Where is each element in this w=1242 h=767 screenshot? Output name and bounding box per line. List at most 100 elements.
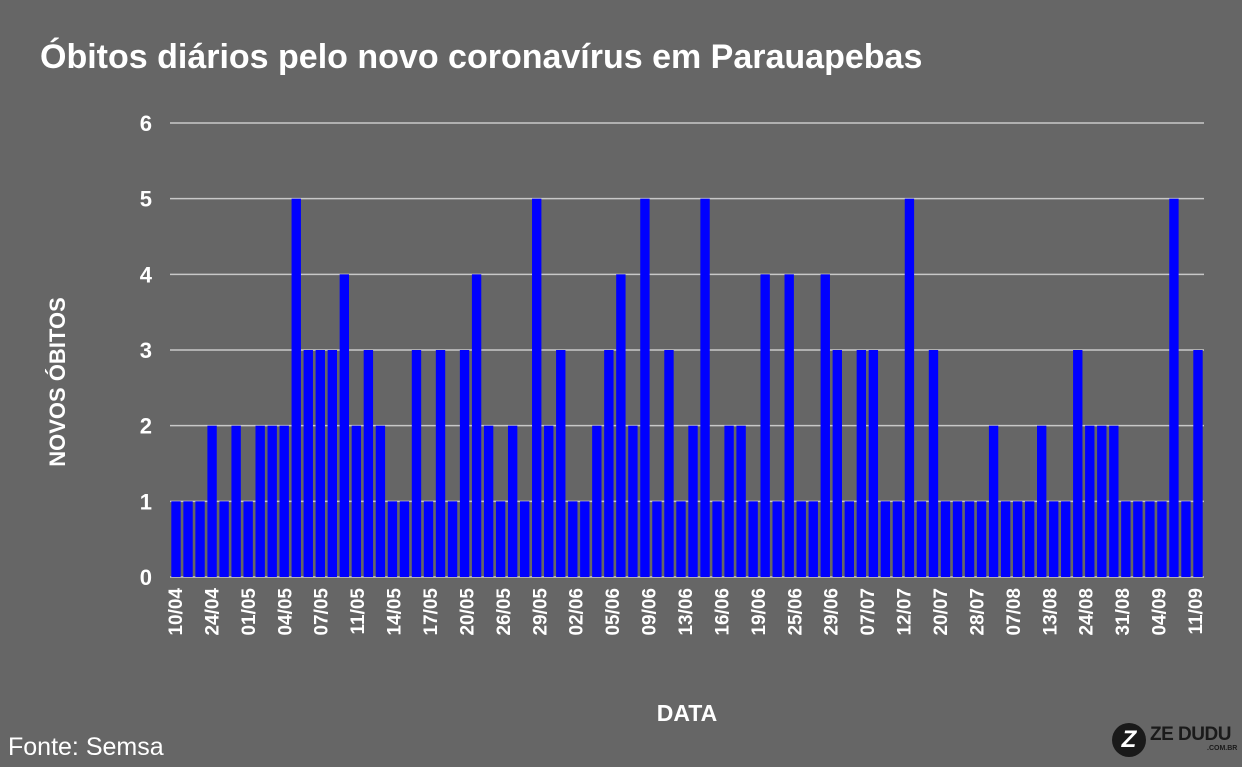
bar (219, 501, 229, 577)
x-tick-label: 16/06 (712, 588, 733, 636)
bar (604, 350, 614, 577)
x-tick-label: 17/05 (421, 588, 442, 636)
x-tick-label: 24/08 (1077, 588, 1098, 636)
y-tick-label: 0 (140, 565, 152, 590)
bar (808, 501, 818, 577)
bar (796, 501, 806, 577)
x-axis-ticks: 10/04 24/04 01/05 04/05 07/05 11/05 14/05 17/05… (166, 588, 1207, 636)
bar (1061, 501, 1071, 577)
x-tick-label: 25/06 (785, 588, 806, 636)
bar (820, 274, 830, 577)
bar (928, 350, 939, 577)
x-tick-label: 14/05 (385, 588, 406, 636)
bar (1133, 501, 1143, 577)
y-tick-label: 1 (140, 489, 152, 514)
bar (495, 501, 506, 577)
y-tick-label: 4 (140, 262, 153, 287)
bar (784, 274, 794, 577)
bar (688, 425, 698, 577)
bar (435, 350, 446, 577)
bar (880, 501, 891, 577)
bar (1121, 501, 1131, 577)
bar (592, 425, 602, 577)
bar (736, 425, 746, 577)
bar (195, 501, 205, 577)
x-tick-label: 24/04 (202, 588, 223, 636)
bar (1169, 198, 1179, 578)
bar (904, 198, 915, 578)
bar (868, 350, 879, 577)
gridlines (170, 122, 1204, 578)
bar (1049, 501, 1059, 577)
z-icon (1112, 723, 1146, 757)
bar (327, 350, 337, 577)
x-tick-label: 20/05 (457, 588, 478, 636)
bar (568, 501, 578, 577)
y-axis-label: NOVOS ÓBITOS (45, 297, 70, 467)
bar (243, 501, 253, 577)
bar (724, 425, 734, 577)
logo: Z ZE DUDU .COM.BR (1112, 722, 1242, 760)
x-tick-label: 07/08 (1004, 588, 1025, 636)
y-axis-ticks: 0 1 2 3 4 5 6 (140, 111, 153, 590)
bar (447, 501, 458, 577)
bar (988, 425, 999, 577)
bar (351, 425, 362, 577)
bar (856, 350, 867, 577)
bar (423, 501, 434, 577)
bar (832, 350, 842, 577)
bar (411, 350, 422, 577)
x-tick-label: 11/09 (1186, 588, 1207, 635)
bar (363, 350, 374, 577)
bar (556, 350, 566, 577)
x-tick-label: 19/06 (749, 588, 770, 636)
bar (1145, 501, 1155, 577)
bar (171, 501, 181, 577)
bar (520, 501, 530, 577)
bar (844, 501, 854, 577)
bar (1157, 501, 1167, 577)
bar (507, 425, 518, 577)
bar (183, 501, 193, 577)
bar (267, 425, 277, 577)
y-tick-label: 5 (140, 187, 152, 212)
x-tick-label: 04/09 (1150, 588, 1171, 636)
x-tick-label: 11/05 (348, 588, 369, 635)
bar (471, 274, 482, 577)
bar (315, 350, 325, 577)
chart-title: Óbitos diários pelo novo coronavírus em … (40, 38, 923, 76)
bar (940, 501, 951, 577)
source-note: Fonte: Semsa (8, 733, 164, 761)
bar (1109, 425, 1119, 577)
bars (171, 198, 1203, 578)
bar (483, 425, 494, 577)
x-tick-label: 29/05 (530, 588, 551, 636)
y-tick-label: 6 (140, 111, 152, 136)
x-tick-label: 13/06 (676, 588, 697, 636)
bar (640, 198, 650, 578)
bar (231, 425, 241, 577)
x-tick-label: 28/07 (967, 588, 988, 636)
bar (772, 501, 782, 577)
bar (459, 350, 470, 577)
logo-text: ZE DUDU (1150, 724, 1231, 745)
bar (628, 425, 638, 577)
bar (387, 501, 398, 577)
bar (291, 198, 301, 578)
x-tick-label: 26/05 (494, 588, 515, 636)
bar (375, 425, 386, 577)
x-tick-label: 07/07 (858, 588, 879, 636)
bar (652, 501, 662, 577)
x-tick-label: 01/05 (239, 588, 260, 636)
bar (676, 501, 686, 577)
bar (952, 501, 963, 577)
bar (1012, 501, 1023, 577)
bar (544, 425, 554, 577)
logo-subtext: .COM.BR (1207, 745, 1238, 752)
x-tick-label: 13/08 (1040, 588, 1061, 636)
bar (664, 350, 674, 577)
bar (700, 198, 710, 578)
bar (1181, 501, 1191, 577)
bar (1193, 350, 1203, 577)
